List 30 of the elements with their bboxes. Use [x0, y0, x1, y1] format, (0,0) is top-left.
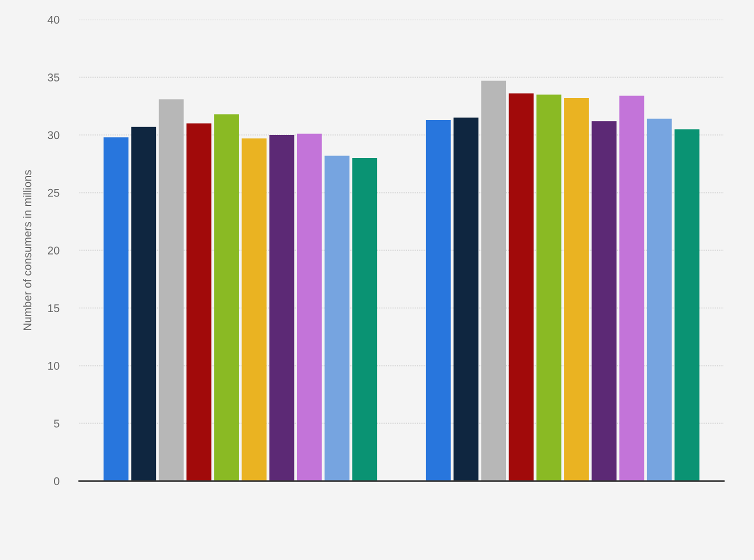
y-axis-title: Number of consumers in millions [23, 170, 32, 330]
bar [592, 121, 617, 482]
bar [242, 138, 267, 482]
bar [619, 96, 644, 482]
bar [104, 137, 128, 482]
y-tick-label: 0 [54, 477, 60, 486]
y-tick-label: 10 [48, 362, 60, 370]
y-tick-label: 30 [48, 131, 60, 140]
bar [214, 114, 239, 482]
y-tick-label: 15 [48, 304, 60, 312]
bar [536, 94, 562, 482]
bar [186, 123, 212, 482]
bar [296, 134, 322, 482]
bar [508, 93, 534, 482]
y-tick-label: 40 [48, 16, 60, 24]
bar [269, 134, 294, 482]
bar [324, 156, 350, 482]
bar [158, 99, 184, 482]
bar [481, 80, 506, 482]
bar [674, 129, 700, 482]
bar [426, 120, 451, 482]
bar [131, 126, 156, 482]
bar [454, 118, 478, 482]
y-tick-label: 5 [54, 420, 60, 428]
y-tick-label: 35 [48, 74, 60, 82]
bar [646, 118, 672, 482]
bar [352, 158, 378, 482]
y-tick-label: 25 [48, 188, 60, 197]
bar [564, 98, 589, 482]
y-tick-label: 20 [48, 246, 60, 254]
